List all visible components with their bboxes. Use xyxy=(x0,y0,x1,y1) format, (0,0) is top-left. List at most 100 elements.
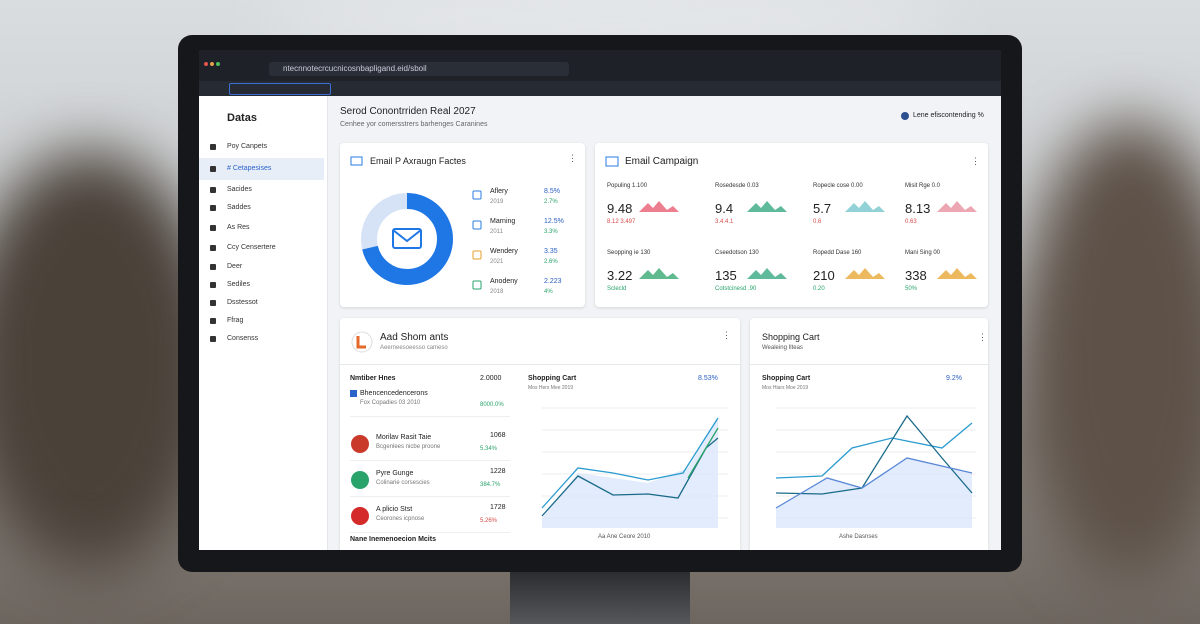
chart-subtitle: Mos Hiars Moe 2019 xyxy=(762,385,809,391)
nav-item[interactable]: Sacides xyxy=(227,186,252,193)
nav-item[interactable]: Poy Canpets xyxy=(227,143,268,150)
item-change: 5.26% xyxy=(480,518,498,524)
list-value: 2.0000 xyxy=(480,375,502,382)
svg-text:⋮: ⋮ xyxy=(722,330,730,340)
metric-label: Misit Rge 0.0 xyxy=(905,183,941,189)
toolbar xyxy=(199,81,1001,96)
item-sub: 2011 xyxy=(490,229,503,235)
item-icon xyxy=(472,250,482,260)
sparkline xyxy=(639,268,679,279)
item-name: Morilav Rasit Taie xyxy=(376,434,432,441)
item-sub: 2018 xyxy=(490,289,504,295)
nav-icon xyxy=(210,300,216,306)
item-sub: 2021 xyxy=(490,259,504,265)
item-value: 1728 xyxy=(490,504,506,511)
nav-icon xyxy=(210,205,216,211)
nav-icon xyxy=(210,336,216,342)
card-icons: ⋮ xyxy=(605,156,980,167)
item-label: Marning xyxy=(490,218,516,225)
sparkline xyxy=(845,268,885,279)
nav-item[interactable]: Dsstessot xyxy=(227,299,258,306)
chart-change: 8.53% xyxy=(698,375,718,382)
item-icon xyxy=(472,280,482,290)
nav-item[interactable]: Ccy Censertere xyxy=(227,244,276,251)
item-logo xyxy=(351,435,369,453)
nav-item[interactable]: Consenss xyxy=(227,335,259,342)
sparkline xyxy=(747,201,787,212)
search-box[interactable] xyxy=(229,83,331,95)
nav-item[interactable]: Sediles xyxy=(227,281,250,288)
card-title: Shopping Cart xyxy=(762,332,820,342)
donut: ⋮ xyxy=(350,153,575,285)
sidebar: Datas Poy Canpets # Cetapesises Sacides Sad… xyxy=(199,96,328,550)
nav-item[interactable]: Deer xyxy=(227,263,243,270)
nav-icon xyxy=(210,264,216,270)
item-icon xyxy=(472,190,482,200)
bg-blur xyxy=(1020,120,1200,580)
card: ⋮ Aad Shom ants Aeerneesoeesso cameso Nm… xyxy=(340,318,740,550)
metric-value: 9.4 xyxy=(715,201,734,216)
list-title: Nmtiber Hnes xyxy=(350,375,396,382)
nav-icon xyxy=(210,166,216,172)
metric-value: 135 xyxy=(715,268,737,283)
item-value: 1228 xyxy=(490,468,506,475)
screen: ntecnnotecrcucnicosnbapligand.eid/sboil … xyxy=(199,50,1001,550)
metric-label: Ropecle cose 0.00 xyxy=(813,183,863,189)
item-sub: Colinarie corsescies xyxy=(376,480,430,486)
metric-label: Ropedd Dase 160 xyxy=(813,250,862,256)
card: Shopping Cart Wealeing Ilteas ⋮ Shopping… xyxy=(750,318,988,550)
item-change: 384.7% xyxy=(480,482,501,488)
item-logo xyxy=(351,471,369,489)
address-bar[interactable] xyxy=(269,62,569,76)
nav-icon xyxy=(210,187,216,193)
chart-x-title: Aa Ane Ceore 2010 xyxy=(598,534,651,540)
item-value: 3.35 xyxy=(544,248,558,255)
page-subtitle: Cenhee yor comersstrers barhenges Carani… xyxy=(340,121,488,128)
sidebar-title: Datas xyxy=(227,112,257,124)
item-sub: Fox Copadies 03 2010 xyxy=(360,400,421,406)
metric-change: 0.6 xyxy=(813,219,822,225)
metric-value: 210 xyxy=(813,268,835,283)
line-chart xyxy=(541,407,728,528)
item-label: Aflery xyxy=(490,188,508,195)
nav-icon xyxy=(210,225,216,231)
item-sub: Bcgenlees nicbe proone xyxy=(376,444,441,450)
item-change: 2.6% xyxy=(544,259,558,265)
metric-value: 3.22 xyxy=(607,268,633,283)
nav-item[interactable]: Saddes xyxy=(227,204,251,211)
metric-change: Cotstcinesd .90 xyxy=(715,286,757,292)
svg-text:⋮: ⋮ xyxy=(971,156,980,166)
metric-change: 0.20 xyxy=(813,286,825,292)
nav-item[interactable]: Ffrag xyxy=(227,317,244,324)
nav-icon xyxy=(210,245,216,251)
chart-title: Shopping Cart xyxy=(528,375,577,382)
metric-label: Seopping ie 130 xyxy=(607,250,651,256)
item-logo xyxy=(350,390,357,397)
nav-icon xyxy=(210,282,216,288)
chart-title: Shopping Cart xyxy=(762,375,811,382)
list-footer: Nane Inemenoecion Mcits xyxy=(350,536,436,543)
chart-subtitle: Mos Hers Mee 2019 xyxy=(528,385,574,391)
item-change: 5.34% xyxy=(480,446,498,452)
item-label: Anodeny xyxy=(490,278,518,285)
nav-item[interactable]: # Cetapesises xyxy=(227,165,272,172)
user-name: Lene efiscontending % xyxy=(913,112,984,119)
item-sub: Ceorones icpnose xyxy=(376,516,425,522)
chart-x-title: Ashe Dasnses xyxy=(839,534,878,540)
metric-change: 8.12 3.497 xyxy=(607,219,636,225)
active-item xyxy=(199,158,324,180)
card-title: Email Campaign xyxy=(625,156,699,167)
item-name: Bhencencedencerons xyxy=(360,390,428,397)
item-label: Wendery xyxy=(490,248,518,255)
sparkline xyxy=(937,268,977,279)
avatar[interactable] xyxy=(901,112,909,120)
sparkline xyxy=(639,201,679,212)
item-change: 8000.0% xyxy=(480,402,504,408)
nav-icon xyxy=(210,318,216,324)
item-change: 4% xyxy=(544,289,553,295)
item-change: 2.7% xyxy=(544,199,558,205)
item-name: A plicio Stst xyxy=(376,506,413,513)
item-value: 1068 xyxy=(490,432,506,439)
nav-item[interactable]: As Res xyxy=(227,224,250,231)
